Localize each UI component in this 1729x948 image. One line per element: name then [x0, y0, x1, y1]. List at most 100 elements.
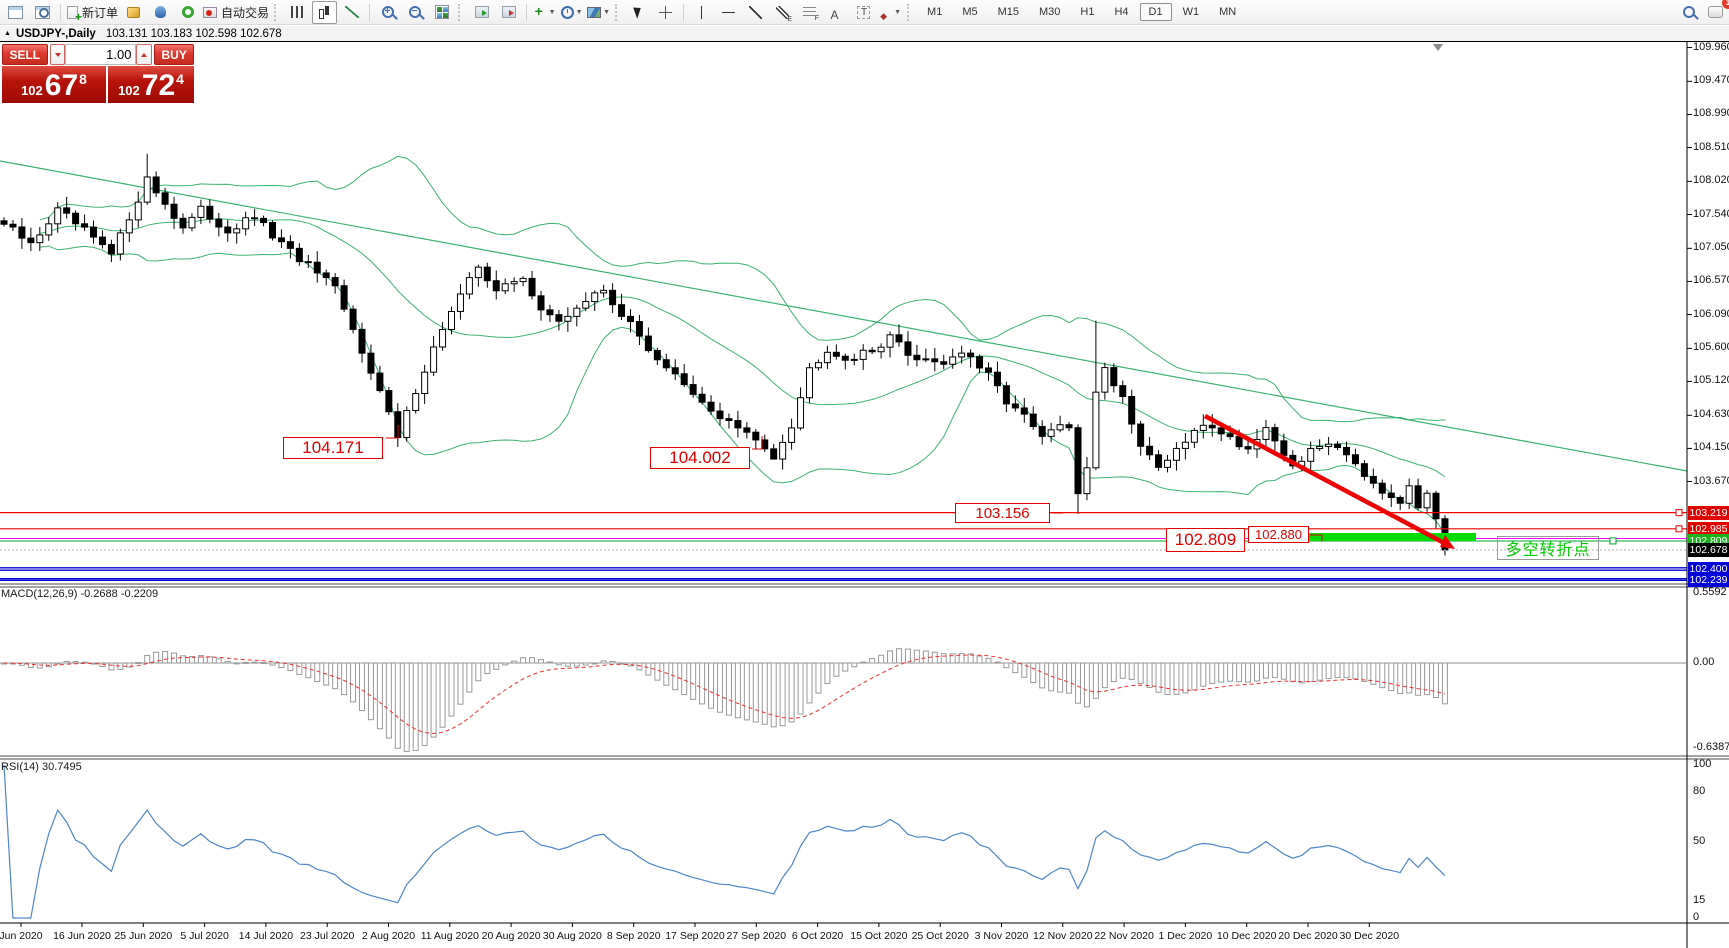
macd-histogram-bar: [180, 655, 186, 664]
new-order-button[interactable]: 新订单: [66, 1, 119, 24]
signals-button[interactable]: [175, 1, 200, 24]
sell-price[interactable]: 102 67 8: [2, 66, 106, 103]
toolbar-drag-handle[interactable]: [274, 3, 279, 21]
indicators-button[interactable]: ▼: [532, 1, 557, 24]
buy-price-pip: 4: [176, 71, 184, 87]
text-label-button[interactable]: [851, 1, 876, 24]
chart-profiles-button[interactable]: [30, 1, 55, 24]
search-button[interactable]: [1676, 1, 1701, 24]
candle-body: [609, 289, 617, 306]
autotrading-button[interactable]: 自动交易: [202, 1, 270, 24]
timeframe-m30[interactable]: M30: [1039, 6, 1061, 18]
chat-button[interactable]: 1: [1703, 0, 1729, 24]
volume-decrease-button[interactable]: [49, 44, 66, 65]
text-button[interactable]: [824, 1, 849, 24]
timeframe-d1[interactable]: D1: [1139, 3, 1172, 21]
macd-histogram-bar: [1155, 662, 1162, 693]
trend-arrow-head[interactable]: [1440, 535, 1455, 549]
templates-button[interactable]: ▼: [586, 1, 611, 24]
turning-point-annotation[interactable]: 多空转折点: [1497, 536, 1599, 560]
chart-title-bar: ▲ USDJPY-,Daily 103.131 103.183 102.598 …: [0, 26, 1729, 41]
auto-arrange-button[interactable]: [469, 1, 494, 24]
macd-histogram-bar: [779, 662, 786, 727]
candle-body: [1307, 448, 1315, 462]
timeframe-h1[interactable]: H1: [1080, 6, 1095, 18]
line-anchor-marker[interactable]: [1675, 509, 1683, 517]
trendline-button[interactable]: [743, 1, 768, 24]
macd-histogram-bar: [1298, 662, 1305, 684]
macd-histogram-bar: [761, 662, 768, 725]
candle-body: [1083, 467, 1091, 495]
arrows-button[interactable]: ▼: [878, 1, 903, 24]
label-connector: [386, 425, 399, 439]
support-highlight-bar[interactable]: [1290, 533, 1476, 541]
bar-chart-button[interactable]: [285, 1, 310, 24]
candle-body: [313, 261, 321, 274]
timeframe-m15[interactable]: M15: [997, 6, 1019, 18]
toolbar-drag-handle[interactable]: [615, 3, 620, 21]
periods-button[interactable]: ▼: [559, 1, 584, 24]
zoom-in-button[interactable]: [375, 1, 400, 24]
price-label-102880[interactable]: 102.880: [1248, 526, 1309, 543]
timeframe-m5[interactable]: M5: [962, 6, 978, 18]
toolbar-drag-handle[interactable]: [458, 3, 463, 21]
line-chart-button[interactable]: [339, 1, 364, 24]
equidistant-channel-button[interactable]: [770, 1, 795, 24]
buy-button[interactable]: BUY: [154, 44, 194, 65]
zoom-out-button[interactable]: [402, 1, 427, 24]
macd-histogram-bar: [394, 662, 401, 749]
candle-body: [1360, 463, 1368, 477]
downtrend-line[interactable]: [1203, 414, 1448, 546]
macd-histogram-bar: [582, 662, 589, 666]
chevron-down-icon[interactable]: ▼: [603, 8, 610, 16]
chevron-down-icon[interactable]: ▼: [548, 8, 556, 16]
candle-body: [555, 314, 563, 322]
price-label-103156[interactable]: 103.156: [955, 503, 1050, 523]
timeframe-m1[interactable]: M1: [927, 6, 943, 18]
community-button[interactable]: [148, 1, 173, 24]
chevron-down-icon[interactable]: ▼: [894, 8, 901, 16]
macd-histogram-bar: [985, 657, 992, 664]
macd-histogram-bar: [1003, 662, 1010, 669]
sell-button[interactable]: SELL: [2, 44, 48, 65]
candle-body: [940, 361, 948, 365]
chart-shift-button[interactable]: [496, 1, 521, 24]
price-label-104171[interactable]: 104.171: [283, 437, 383, 459]
metaeditor-button[interactable]: [121, 1, 146, 24]
date-axis-label: 27 Sep 2020: [726, 930, 787, 942]
line-anchor-marker[interactable]: [1675, 525, 1683, 533]
line-anchor-marker[interactable]: [1609, 537, 1617, 545]
timeframe-w1[interactable]: W1: [1182, 6, 1200, 18]
vertical-line-button[interactable]: [689, 1, 714, 24]
new-chart-button[interactable]: [3, 1, 28, 24]
candle-body: [215, 218, 223, 228]
chart-canvas[interactable]: [0, 41, 1729, 948]
candle-body: [1056, 424, 1064, 431]
toolbar-drag-handle[interactable]: [907, 3, 912, 21]
date-axis-label: 23 Jul 2020: [300, 930, 355, 942]
chart-shift-marker[interactable]: [1433, 44, 1443, 51]
volume-input[interactable]: [65, 44, 137, 65]
macd-histogram-bar: [833, 662, 840, 677]
candlestick-chart-button[interactable]: [312, 0, 338, 24]
price-label-104002[interactable]: 104.002: [650, 447, 750, 469]
volume-increase-button[interactable]: [136, 44, 153, 65]
fibonacci-button[interactable]: [797, 1, 822, 24]
candle-body: [1414, 485, 1422, 509]
candle-body: [958, 352, 966, 358]
timeframe-h4[interactable]: H4: [1114, 6, 1129, 18]
chevron-down-icon[interactable]: ▼: [575, 8, 583, 16]
crosshair-button[interactable]: [653, 1, 678, 24]
buy-price[interactable]: 102 72 4: [108, 66, 194, 103]
candle-body: [224, 226, 232, 234]
candle-body: [376, 372, 384, 392]
price-label-102809[interactable]: 102.809: [1166, 528, 1245, 552]
macd-histogram-bar: [296, 662, 303, 676]
collapse-arrow-icon[interactable]: ▲: [4, 30, 11, 37]
tile-windows-button[interactable]: [429, 1, 454, 24]
horizontal-line-button[interactable]: [716, 1, 741, 24]
person-icon: [155, 6, 167, 18]
candle-body: [877, 346, 885, 353]
timeframe-mn[interactable]: MN: [1219, 6, 1237, 18]
cursor-button[interactable]: [626, 1, 651, 24]
